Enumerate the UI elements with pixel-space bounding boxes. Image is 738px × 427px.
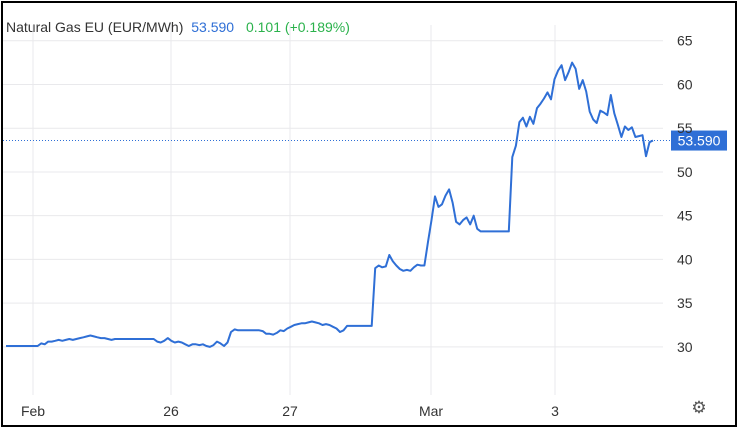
last-value-badge <box>671 130 727 151</box>
chart-legend: Natural Gas EU (EUR/MWh) 53.590 0.101 (+… <box>6 19 350 35</box>
x-tick-label: Feb <box>21 403 45 419</box>
y-tick-label: 60 <box>677 76 693 92</box>
gear-icon[interactable]: ⚙ <box>691 398 707 417</box>
grid-layer <box>3 25 663 395</box>
last-value-layer: 53.590 <box>3 130 727 151</box>
y-tick-label: 50 <box>677 164 693 180</box>
last-value-label: 53.590 <box>678 133 721 149</box>
instrument-name: Natural Gas EU (EUR/MWh) <box>6 19 184 35</box>
series-layer <box>6 61 654 348</box>
y-axis: 30 35 40 45 50 55 60 65 <box>677 33 693 355</box>
y-tick-label: 40 <box>677 251 693 267</box>
x-axis: Feb 26 27 Mar 3 <box>21 403 559 419</box>
x-tick-label: 27 <box>282 403 298 419</box>
y-tick-label: 35 <box>677 295 693 311</box>
y-tick-label: 30 <box>677 339 693 355</box>
y-tick-label: 55 <box>677 120 693 136</box>
price-change: 0.101 (+0.189%) <box>245 19 350 35</box>
price-series-line <box>6 61 654 348</box>
x-tick-label: Mar <box>419 403 443 419</box>
x-tick-label: 3 <box>551 403 559 419</box>
x-tick-label: 26 <box>163 403 179 419</box>
y-tick-label: 45 <box>677 208 693 224</box>
y-tick-label: 65 <box>677 33 693 49</box>
price-chart[interactable]: 53.590 Feb 26 27 Mar 3 30 35 40 45 50 55 60 65 <box>3 3 737 427</box>
last-price: 53.590 <box>191 19 235 35</box>
